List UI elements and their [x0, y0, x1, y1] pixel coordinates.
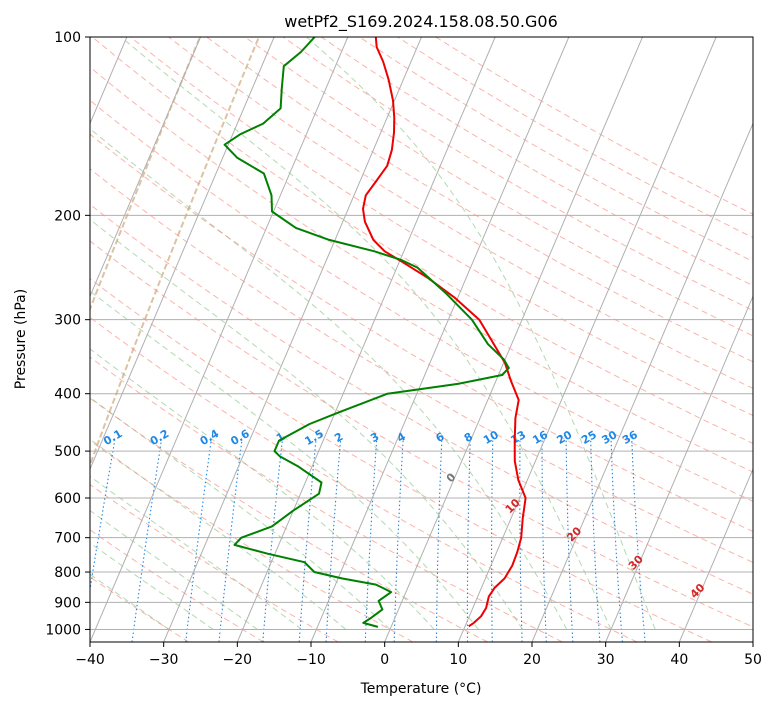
isotherm-line: [236, 37, 496, 642]
axes-ticks: −40 −30 −20 −10 0 10 20 30 40 50 100 200 300 400 500 60…: [45, 30, 762, 668]
mixing-ratio-line: [218, 440, 243, 642]
isotherm-line: [457, 37, 717, 642]
chart-title: wetPf2_S169.2024.158.08.50.G06: [284, 12, 558, 32]
dry-adiabat-line: [90, 203, 753, 595]
mixing-ratio-line: [631, 440, 646, 642]
dry-adiabat-line: [90, 316, 638, 642]
x-tick-label: 10: [449, 652, 467, 668]
plot-frame: [89, 36, 754, 643]
isotherm-line: [531, 122, 753, 642]
mixing-ratio-line: [519, 440, 523, 642]
y-tick-label: 800: [54, 565, 81, 581]
moist-adiabat-line: [306, 37, 656, 630]
y-tick-label: 700: [54, 531, 81, 547]
x-tick-label: −20: [223, 652, 253, 668]
mixing-ratio-line: [90, 440, 116, 594]
mixing-ratio-line: [565, 440, 574, 642]
mixing-ratio-line: [541, 440, 547, 642]
moist-adiabat-line: [90, 509, 258, 630]
x-tick-label: 50: [744, 652, 762, 668]
x-axis-label: Temperature (°C): [360, 681, 482, 697]
dry-adiabat-line: [90, 529, 264, 642]
y-tick-label: 1000: [45, 622, 81, 638]
mixing-ratio-line: [610, 440, 623, 642]
mixing-ratio-line: [364, 440, 378, 642]
mixing-ratio-line: [298, 440, 317, 642]
dry-adiabat-line: [168, 37, 753, 389]
isotherm-line: [310, 37, 570, 642]
x-tick-label: 40: [670, 652, 688, 668]
y-tick-label: 300: [54, 313, 81, 329]
profile-series: [223, 37, 527, 628]
mixing-ratio-line: [262, 440, 283, 642]
x-tick-label: 20: [523, 652, 541, 668]
mixing-ratio-line: [466, 440, 471, 642]
y-tick-label: 200: [54, 208, 81, 224]
moist-adiabat-line: [90, 542, 214, 630]
x-tick-label: −10: [296, 652, 326, 668]
dry-adiabat-line: [90, 240, 753, 628]
plot-area: 0.10.20.40.611.52346810131620253036-100-…: [90, 37, 753, 642]
y-tick-label: 600: [54, 491, 81, 507]
isotherm-line: [90, 37, 349, 642]
mixing-ratio-line: [185, 440, 212, 642]
x-tick-label: −40: [75, 652, 105, 668]
y-axis-label: Pressure (hPa): [13, 289, 29, 389]
isotherm-line: [678, 467, 753, 642]
isotherm-line: [384, 37, 643, 642]
dry-adiabat-line: [244, 37, 753, 337]
dry-adiabat-line: [282, 37, 753, 312]
y-tick-label: 400: [54, 387, 81, 403]
y-tick-label: 500: [54, 444, 81, 460]
dry-adiabat-line: [90, 278, 712, 642]
moist-adiabat-line: [90, 290, 479, 630]
dry-adiabat-line: [90, 133, 753, 533]
reference-curves: [90, 37, 260, 468]
y-tick-label: 900: [54, 595, 81, 611]
mixing-ratio-line: [590, 440, 601, 642]
mixing-ratio-line: [131, 440, 162, 642]
x-tick-label: 30: [597, 652, 615, 668]
y-tick-label: 100: [54, 30, 81, 46]
x-tick-label: −30: [149, 652, 179, 668]
isotherm-line: [90, 37, 201, 298]
reference-curve: [90, 37, 260, 468]
moist-adiabat-line: [90, 348, 435, 630]
isobar-gridlines: [90, 37, 753, 630]
dry-adiabat-line: [130, 37, 753, 417]
temperature-line: [362, 37, 527, 628]
isotherm-line: [605, 295, 753, 642]
dry-adiabat-line: [91, 37, 753, 445]
dry-adiabat-line: [90, 483, 339, 642]
dry-adiabat-line: [90, 99, 753, 502]
moist-adiabat-line: [90, 396, 391, 630]
isotherm-line: [163, 37, 422, 642]
mixing-ratio-line: [490, 440, 494, 642]
mixing-ratio-line: [435, 440, 443, 642]
moist-adiabat-line: [90, 128, 568, 630]
reference-curve: [90, 37, 201, 312]
moist-adiabat-line: [90, 573, 170, 630]
dry-adiabat-line: [90, 356, 563, 642]
mixing-ratio-line: [325, 440, 342, 642]
dewpoint-line: [223, 37, 510, 628]
x-tick-label: 0: [380, 652, 389, 668]
isotherm-gridlines: [90, 37, 753, 642]
moist-adiabat-line: [120, 37, 612, 630]
isotherm-line: [90, 37, 275, 471]
